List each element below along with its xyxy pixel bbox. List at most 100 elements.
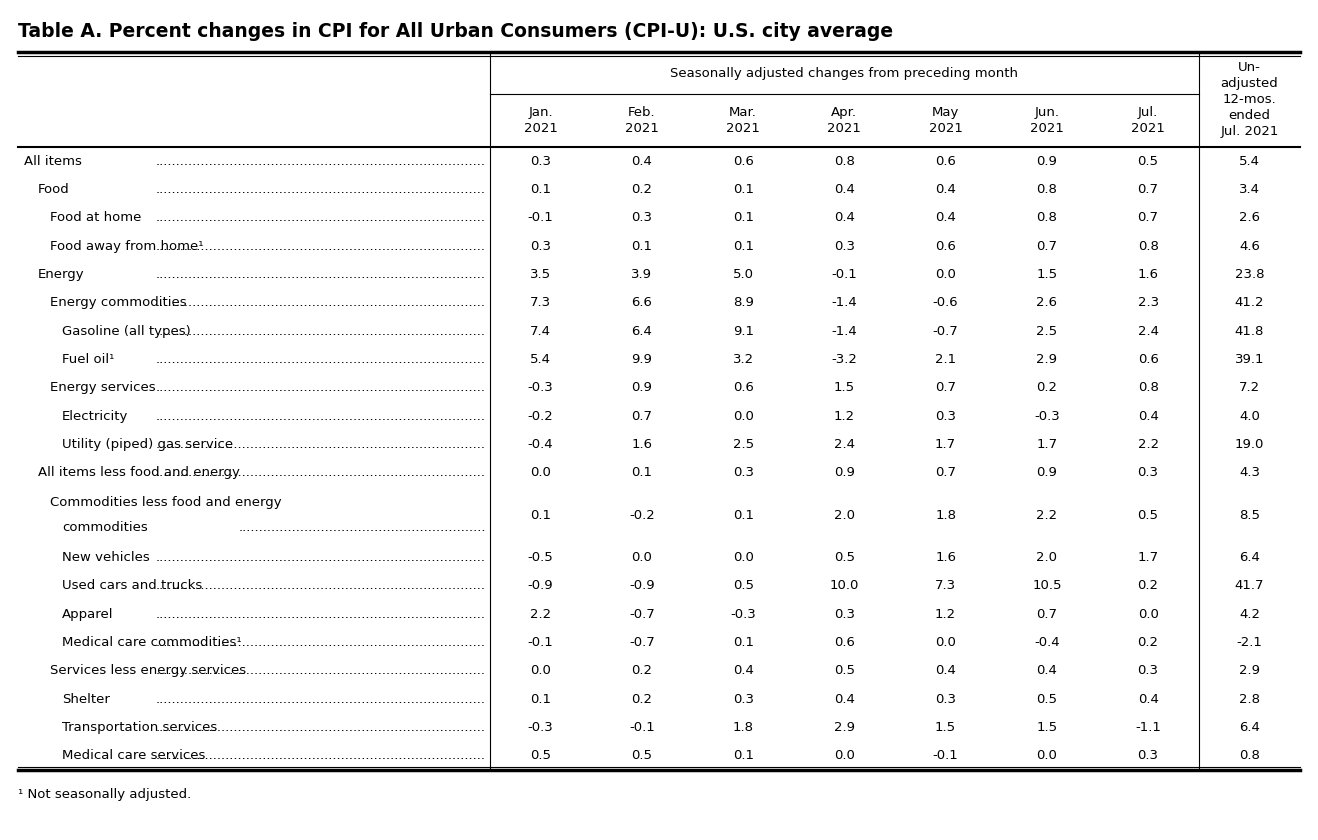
Text: 0.5: 0.5 bbox=[1036, 693, 1057, 706]
Text: 2.2: 2.2 bbox=[1036, 509, 1057, 522]
Text: 0.5: 0.5 bbox=[530, 749, 551, 763]
Text: 4.3: 4.3 bbox=[1239, 466, 1260, 479]
Text: -0.3: -0.3 bbox=[1035, 410, 1060, 423]
Text: 0.1: 0.1 bbox=[733, 749, 754, 763]
Text: ................................................................................: ........................................… bbox=[156, 466, 486, 479]
Text: 9.1: 9.1 bbox=[733, 324, 754, 338]
Text: 0.7: 0.7 bbox=[936, 381, 956, 394]
Text: ................................................................................: ........................................… bbox=[156, 324, 486, 338]
Text: 0.0: 0.0 bbox=[1137, 608, 1159, 621]
Text: 0.2: 0.2 bbox=[631, 664, 652, 677]
Text: 0.5: 0.5 bbox=[834, 551, 855, 564]
Text: ................................................................................: ........................................… bbox=[156, 212, 486, 224]
Text: 0.7: 0.7 bbox=[1137, 183, 1159, 196]
Text: Un-
adjusted
12-mos.
ended
Jul. 2021: Un- adjusted 12-mos. ended Jul. 2021 bbox=[1220, 61, 1278, 138]
Text: 3.2: 3.2 bbox=[733, 353, 754, 366]
Text: -1.4: -1.4 bbox=[832, 297, 857, 309]
Text: -0.7: -0.7 bbox=[629, 636, 655, 649]
Text: 39.1: 39.1 bbox=[1235, 353, 1264, 366]
Text: All items less food and energy: All items less food and energy bbox=[38, 466, 240, 479]
Text: 2.6: 2.6 bbox=[1239, 212, 1260, 224]
Text: 0.5: 0.5 bbox=[733, 580, 754, 592]
Text: 1.6: 1.6 bbox=[936, 551, 956, 564]
Text: ................................................................................: ........................................… bbox=[156, 608, 486, 621]
Text: 0.6: 0.6 bbox=[936, 239, 956, 253]
Text: 0.6: 0.6 bbox=[834, 636, 855, 649]
Text: 0.1: 0.1 bbox=[733, 509, 754, 522]
Text: 0.8: 0.8 bbox=[834, 155, 855, 168]
Text: 8.5: 8.5 bbox=[1239, 509, 1260, 522]
Text: 9.9: 9.9 bbox=[631, 353, 652, 366]
Text: 0.2: 0.2 bbox=[1137, 636, 1159, 649]
Text: ................................................................................: ........................................… bbox=[156, 438, 486, 451]
Text: 0.9: 0.9 bbox=[1036, 466, 1057, 479]
Text: 0.3: 0.3 bbox=[1137, 466, 1159, 479]
Text: Fuel oil¹: Fuel oil¹ bbox=[62, 353, 115, 366]
Text: 0.4: 0.4 bbox=[733, 664, 754, 677]
Text: 0.3: 0.3 bbox=[631, 212, 652, 224]
Text: 0.2: 0.2 bbox=[631, 693, 652, 706]
Text: 0.3: 0.3 bbox=[936, 410, 956, 423]
Text: ................................................................................: ........................................… bbox=[156, 410, 486, 423]
Text: 0.4: 0.4 bbox=[834, 693, 855, 706]
Text: 0.6: 0.6 bbox=[1137, 353, 1159, 366]
Text: 1.5: 1.5 bbox=[1036, 721, 1057, 734]
Text: 0.2: 0.2 bbox=[1137, 580, 1159, 592]
Text: 7.4: 7.4 bbox=[530, 324, 551, 338]
Text: 0.7: 0.7 bbox=[1036, 608, 1057, 621]
Text: 1.8: 1.8 bbox=[733, 721, 754, 734]
Text: 2.6: 2.6 bbox=[1036, 297, 1057, 309]
Text: 0.1: 0.1 bbox=[530, 693, 551, 706]
Text: 0.4: 0.4 bbox=[631, 155, 652, 168]
Text: 0.1: 0.1 bbox=[733, 183, 754, 196]
Text: 1.7: 1.7 bbox=[1137, 551, 1159, 564]
Text: 7.2: 7.2 bbox=[1239, 381, 1260, 394]
Text: 2.9: 2.9 bbox=[1239, 664, 1260, 677]
Text: 0.7: 0.7 bbox=[631, 410, 652, 423]
Text: Jan.
2021: Jan. 2021 bbox=[523, 106, 558, 135]
Text: 0.8: 0.8 bbox=[1137, 239, 1159, 253]
Text: 2.5: 2.5 bbox=[733, 438, 754, 451]
Text: 0.0: 0.0 bbox=[936, 636, 956, 649]
Text: 2.2: 2.2 bbox=[530, 608, 551, 621]
Text: 2.3: 2.3 bbox=[1137, 297, 1159, 309]
Text: Table A. Percent changes in CPI for All Urban Consumers (CPI-U): U.S. city avera: Table A. Percent changes in CPI for All … bbox=[18, 22, 894, 41]
Text: 0.9: 0.9 bbox=[1036, 155, 1057, 168]
Text: 8.9: 8.9 bbox=[733, 297, 754, 309]
Text: ................................................................................: ........................................… bbox=[156, 353, 486, 366]
Text: 0.5: 0.5 bbox=[1137, 509, 1159, 522]
Text: 23.8: 23.8 bbox=[1235, 268, 1264, 281]
Text: ................................................................................: ........................................… bbox=[156, 239, 486, 253]
Text: 0.1: 0.1 bbox=[733, 239, 754, 253]
Text: Jul.
2021: Jul. 2021 bbox=[1131, 106, 1165, 135]
Text: Food away from home¹: Food away from home¹ bbox=[50, 239, 203, 253]
Text: -0.5: -0.5 bbox=[527, 551, 554, 564]
Text: 41.7: 41.7 bbox=[1235, 580, 1264, 592]
Text: 1.5: 1.5 bbox=[834, 381, 855, 394]
Text: -0.2: -0.2 bbox=[629, 509, 655, 522]
Text: 0.4: 0.4 bbox=[1137, 693, 1159, 706]
Text: 0.3: 0.3 bbox=[936, 693, 956, 706]
Text: 0.0: 0.0 bbox=[733, 551, 754, 564]
Text: 0.8: 0.8 bbox=[1239, 749, 1260, 763]
Text: 0.3: 0.3 bbox=[834, 608, 855, 621]
Text: 0.3: 0.3 bbox=[1137, 749, 1159, 763]
Text: -0.2: -0.2 bbox=[527, 410, 554, 423]
Text: Medical care commodities¹: Medical care commodities¹ bbox=[62, 636, 241, 649]
Text: 0.0: 0.0 bbox=[1036, 749, 1057, 763]
Text: 0.1: 0.1 bbox=[631, 466, 652, 479]
Text: ................................................................................: ........................................… bbox=[156, 721, 486, 734]
Text: -0.4: -0.4 bbox=[1035, 636, 1060, 649]
Text: 10.5: 10.5 bbox=[1032, 580, 1061, 592]
Text: Feb.
2021: Feb. 2021 bbox=[625, 106, 659, 135]
Text: ................................................................................: ........................................… bbox=[156, 381, 486, 394]
Text: 2.2: 2.2 bbox=[1137, 438, 1159, 451]
Text: 0.1: 0.1 bbox=[733, 636, 754, 649]
Text: 0.1: 0.1 bbox=[733, 212, 754, 224]
Text: 1.6: 1.6 bbox=[1137, 268, 1159, 281]
Text: 0.0: 0.0 bbox=[530, 664, 551, 677]
Text: Energy services: Energy services bbox=[50, 381, 156, 394]
Text: Shelter: Shelter bbox=[62, 693, 109, 706]
Text: 0.3: 0.3 bbox=[530, 155, 551, 168]
Text: -1.4: -1.4 bbox=[832, 324, 857, 338]
